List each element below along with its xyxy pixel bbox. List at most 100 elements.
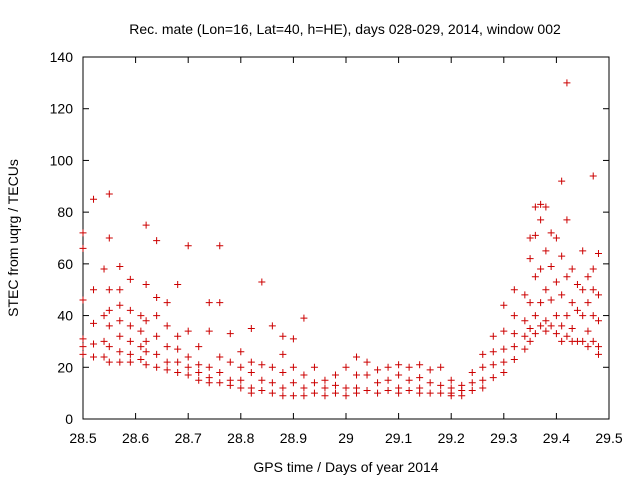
data-point (353, 353, 361, 361)
data-point (105, 306, 113, 314)
data-point (279, 332, 287, 340)
data-point (310, 379, 318, 387)
data-point (310, 389, 318, 397)
x-tick-label: 29.5 (595, 430, 622, 446)
chart-title: Rec. mate (Lon=16, Lat=40, h=HE), days 0… (129, 21, 561, 37)
data-point (526, 255, 534, 263)
data-point (489, 348, 497, 356)
data-point (426, 366, 434, 374)
data-point (216, 242, 224, 250)
data-point (563, 79, 571, 87)
data-point (547, 229, 555, 237)
data-point (437, 389, 445, 397)
data-point (384, 387, 392, 395)
data-point (542, 286, 550, 294)
data-point (537, 200, 545, 208)
data-point (105, 343, 113, 351)
data-point (268, 322, 276, 330)
data-point (363, 371, 371, 379)
x-tick-label: 29.2 (438, 430, 465, 446)
data-point (105, 286, 113, 294)
data-point (437, 381, 445, 389)
data-point (142, 361, 150, 369)
y-tick-label: 20 (57, 359, 73, 375)
data-point (542, 327, 550, 335)
y-tick-label: 40 (57, 308, 73, 324)
data-point (116, 358, 124, 366)
data-point (100, 265, 108, 273)
data-point (116, 286, 124, 294)
data-point (126, 350, 134, 358)
data-point (563, 312, 571, 320)
data-point (510, 312, 518, 320)
data-point (395, 389, 403, 397)
data-point (247, 389, 255, 397)
x-tick-label: 28.9 (280, 430, 307, 446)
data-point (137, 356, 145, 364)
data-point (547, 296, 555, 304)
data-point (216, 379, 224, 387)
data-point (547, 262, 555, 270)
data-point (126, 306, 134, 314)
data-point (226, 330, 234, 338)
data-point (542, 317, 550, 325)
y-axis-tick-labels: 0 20 40 60 80 100 120 140 (50, 49, 74, 427)
data-point (537, 216, 545, 224)
x-tick-label: 28.8 (227, 430, 254, 446)
data-point (405, 387, 413, 395)
data-point (174, 368, 182, 376)
data-point (568, 265, 576, 273)
y-tick-label: 120 (50, 101, 74, 117)
data-point (552, 312, 560, 320)
data-point (558, 252, 566, 260)
data-point (268, 363, 276, 371)
data-point (300, 371, 308, 379)
data-point (174, 345, 182, 353)
data-point (247, 358, 255, 366)
data-point (447, 376, 455, 384)
data-point (163, 322, 171, 330)
data-point (237, 376, 245, 384)
data-point (153, 312, 161, 320)
data-point (552, 234, 560, 242)
data-point (531, 312, 539, 320)
data-point (174, 358, 182, 366)
x-tick-label: 29.3 (490, 430, 517, 446)
data-point (174, 281, 182, 289)
data-point (205, 299, 213, 307)
data-point (289, 335, 297, 343)
data-point (174, 332, 182, 340)
y-axis-label: STEC from uqrg / TECUs (5, 159, 21, 317)
data-point (395, 361, 403, 369)
data-point (568, 325, 576, 332)
data-point (447, 392, 455, 400)
data-point (531, 203, 539, 211)
data-point (416, 374, 424, 382)
data-point (363, 387, 371, 395)
data-point (573, 306, 581, 314)
data-point (542, 203, 550, 211)
data-point (289, 363, 297, 371)
data-point (526, 325, 534, 332)
data-point (374, 379, 382, 387)
data-point (510, 286, 518, 294)
data-point (258, 278, 266, 286)
data-point (142, 317, 150, 325)
data-point (531, 330, 539, 338)
data-point (479, 376, 487, 384)
data-point (258, 361, 266, 369)
data-point (142, 281, 150, 289)
data-point (137, 343, 145, 351)
data-point (594, 350, 602, 358)
data-point (405, 363, 413, 371)
data-point (184, 242, 192, 250)
x-axis-tick-labels: 28.5 28.6 28.7 28.8 28.9 29 29.1 29.2 29.3 29.4 29… (69, 430, 622, 446)
data-point (153, 237, 161, 245)
data-point (137, 312, 145, 320)
data-point (116, 332, 124, 340)
data-point (563, 273, 571, 281)
data-point (558, 322, 566, 330)
data-point (589, 337, 597, 345)
x-tick-label: 28.6 (122, 430, 149, 446)
